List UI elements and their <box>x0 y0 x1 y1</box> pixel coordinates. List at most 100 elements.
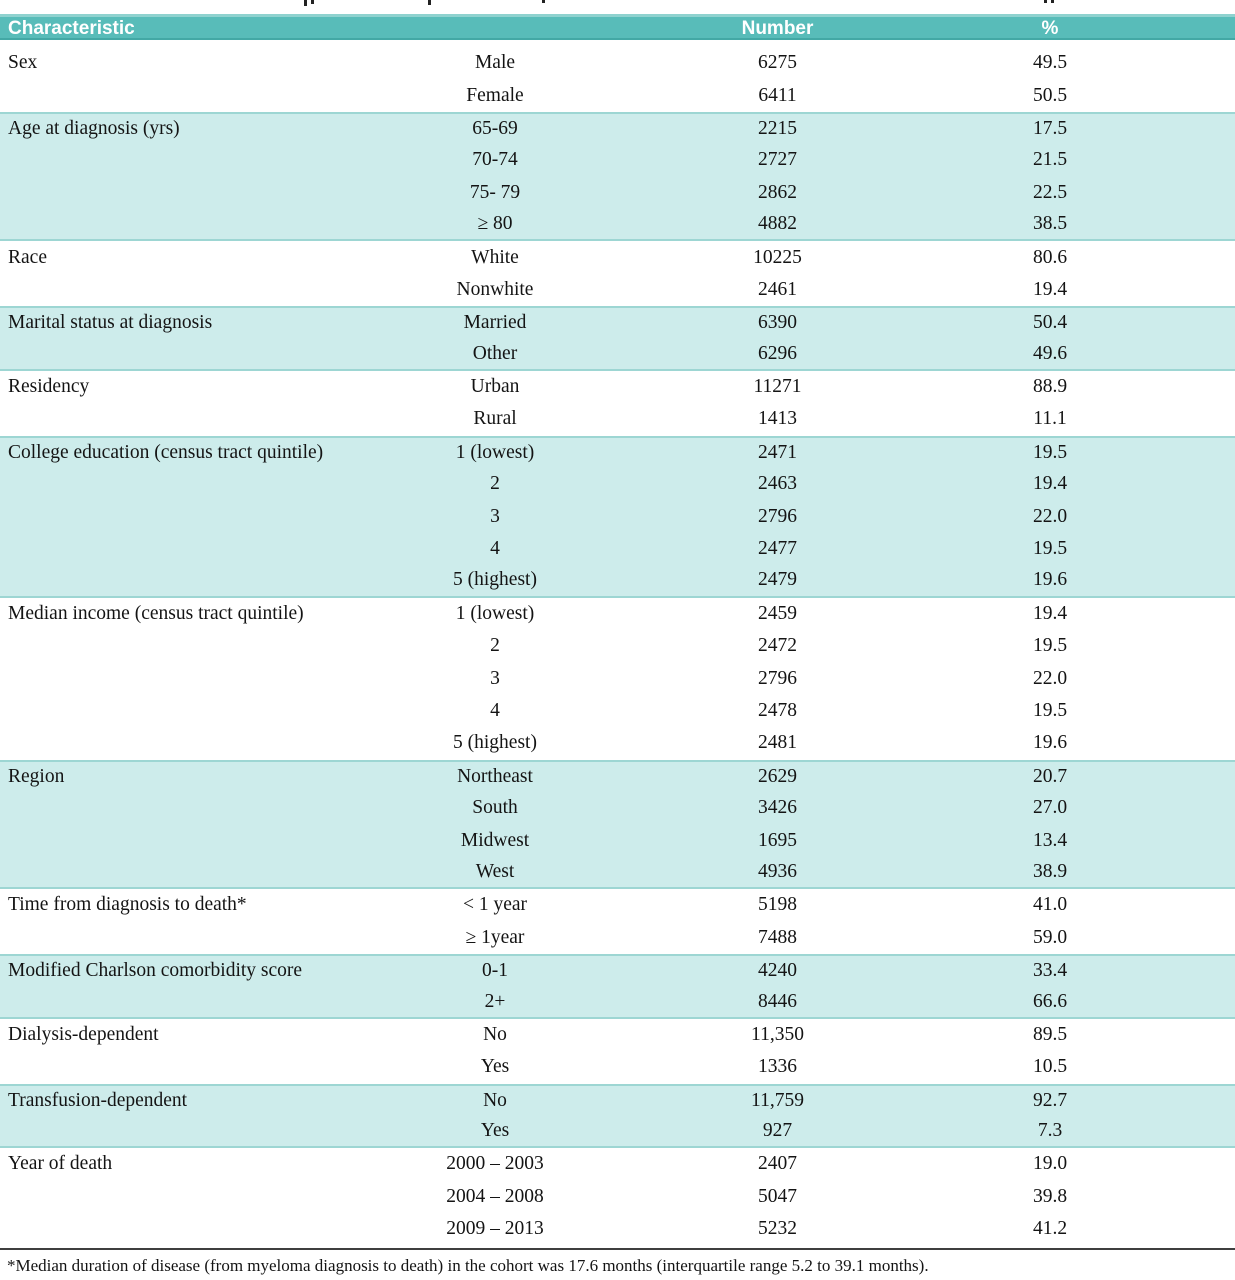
percent-cell: 19.0 <box>1032 1153 1068 1175</box>
number-cell: 2796 <box>758 667 797 689</box>
spacer-cell <box>1160 338 1235 371</box>
table-row: Dialysis-dependent No 11,350 89.5 <box>0 1019 1235 1051</box>
table-row: 2+ 8446 66.6 <box>0 986 1235 1019</box>
number-cell: 8446 <box>615 986 940 1019</box>
percent-cell: 41.0 <box>1032 894 1068 916</box>
table-row: Year of death 2000 – 2003 2407 19.0 <box>0 1148 1235 1180</box>
spacer-cell <box>1160 791 1235 825</box>
footnote-divider <box>0 1248 1235 1250</box>
spacer-cell <box>1160 176 1235 209</box>
number-cell: 927 <box>615 1115 940 1149</box>
characteristic-cell: College education (census tract quintile… <box>0 435 375 469</box>
spacer-cell <box>1160 306 1235 339</box>
cropped-text-fragment <box>311 0 314 4</box>
subcategory-cell: 3 <box>490 667 500 689</box>
subcategory-cell: 2 <box>375 468 615 501</box>
characteristic-cell: Region <box>0 759 375 792</box>
percent-cell: 21.5 <box>940 144 1160 177</box>
characteristic-cell <box>0 986 375 1019</box>
subcategory-cell: Urban <box>470 376 520 398</box>
subcategory-cell: 75- 79 <box>375 176 615 209</box>
percent-cell: 41.2 <box>1032 1218 1068 1240</box>
subcategory-cell: Married <box>375 306 615 339</box>
subcategory-cell: 2004 – 2008 <box>446 1185 544 1207</box>
percent-cell: 11.1 <box>1033 408 1067 430</box>
percent-cell: 33.4 <box>940 953 1160 987</box>
number-cell: 11271 <box>753 376 802 398</box>
column-header-number: Number <box>615 14 940 47</box>
characteristic-cell <box>0 1051 375 1083</box>
characteristic-cell <box>0 532 375 566</box>
table-row: Midwest 1695 13.4 <box>0 824 1235 857</box>
percent-cell: 19.6 <box>1032 732 1068 754</box>
table-row: Nonwhite 2461 19.4 <box>0 274 1235 306</box>
table-row: College education (census tract quintile… <box>0 435 1235 469</box>
spacer-cell <box>1160 727 1235 759</box>
number-cell: 2461 <box>758 278 797 300</box>
spacer-cell <box>1160 1019 1235 1051</box>
subcategory-cell: Midwest <box>375 824 615 857</box>
characteristic-cell <box>0 824 375 857</box>
number-cell: 5198 <box>758 894 797 916</box>
subcategory-cell: Yes <box>375 1115 615 1149</box>
table-row: Residency Urban 11271 88.9 <box>0 371 1235 403</box>
characteristic-cell: Median income (census tract quintile) <box>8 602 304 624</box>
percent-cell: 19.6 <box>940 565 1160 598</box>
subcategory-cell: 2009 – 2013 <box>446 1218 544 1240</box>
number-cell: 2796 <box>615 500 940 533</box>
number-cell: 2459 <box>758 602 797 624</box>
percent-cell: 7.3 <box>940 1115 1160 1149</box>
number-cell: 2479 <box>615 565 940 598</box>
percent-cell: 22.5 <box>940 176 1160 209</box>
characteristic-cell: Race <box>8 246 47 268</box>
percent-cell: 89.5 <box>1032 1023 1068 1045</box>
characteristic-cell: Year of death <box>8 1153 113 1175</box>
characteristic-cell <box>0 338 375 371</box>
number-cell: 2727 <box>615 144 940 177</box>
table-row: Median income (census tract quintile) 1 (… <box>0 598 1235 630</box>
table-row: 2009 – 2013 5232 41.2 <box>0 1213 1235 1245</box>
number-cell: 6275 <box>758 52 797 74</box>
characteristic-cell <box>0 791 375 825</box>
subcategory-cell: 2+ <box>375 986 615 1019</box>
number-cell: 11,350 <box>751 1023 804 1045</box>
footnote-text: *Median duration of disease (from myelom… <box>7 1256 929 1275</box>
characteristic-cell: Residency <box>8 376 90 398</box>
table-row: 5 (highest) 2479 19.6 <box>0 565 1235 598</box>
spacer-cell <box>1160 403 1235 435</box>
cropped-text-fragment <box>542 0 545 3</box>
table-row: Transfusion-dependent No 11,759 92.7 <box>0 1083 1235 1116</box>
characteristic-cell: Transfusion-dependent <box>0 1083 375 1116</box>
table-row: ≥ 80 4882 38.5 <box>0 208 1235 242</box>
spacer-cell <box>1160 47 1235 79</box>
spacer-cell <box>1160 468 1235 501</box>
percent-cell: 59.0 <box>1032 926 1068 948</box>
spacer-cell <box>1160 371 1235 403</box>
characteristic-cell <box>0 630 375 662</box>
number-cell: 1413 <box>758 408 797 430</box>
table-row: Female 6411 50.5 <box>0 79 1235 111</box>
spacer-cell <box>1160 500 1235 533</box>
spacer-cell <box>1160 435 1235 469</box>
table-row: 5 (highest) 2481 19.6 <box>0 727 1235 759</box>
number-cell: 10225 <box>753 246 802 268</box>
spacer-cell <box>1160 1181 1235 1213</box>
characteristic-cell <box>0 79 375 111</box>
spacer-cell <box>1160 953 1235 987</box>
subcategory-cell: Nonwhite <box>456 278 534 300</box>
table-row: South 3426 27.0 <box>0 791 1235 825</box>
spacer-cell <box>1160 144 1235 177</box>
table-row: 3 2796 22.0 <box>0 662 1235 694</box>
table-row: Modified Charlson comorbidity score 0-1 42… <box>0 953 1235 987</box>
subcategory-cell: 65-69 <box>375 111 615 145</box>
table-row: 2 2463 19.4 <box>0 468 1235 501</box>
spacer-cell <box>1160 532 1235 566</box>
subcategory-cell: 3 <box>375 500 615 533</box>
spacer-cell <box>1160 922 1235 954</box>
column-header-subcategory-spacer <box>375 14 615 47</box>
characteristic-cell <box>0 176 375 209</box>
percent-cell: 50.5 <box>1032 84 1068 106</box>
percent-cell: 39.8 <box>1032 1185 1068 1207</box>
subcategory-cell: West <box>375 856 615 890</box>
